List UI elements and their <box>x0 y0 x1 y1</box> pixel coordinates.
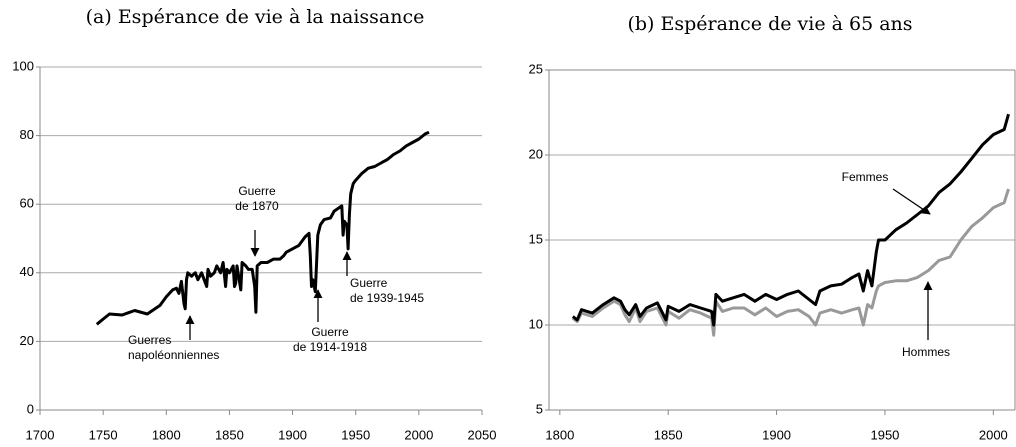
x-tick-label: 1800 <box>545 427 574 442</box>
y-tick-label: 40 <box>20 264 34 279</box>
chart-title: (b) Espérance de vie à 65 ans <box>627 13 912 35</box>
y-tick-label: 100 <box>12 58 34 73</box>
y-tick-label: 60 <box>20 196 34 211</box>
x-tick-label: 2050 <box>468 427 497 442</box>
data-line <box>571 113 1010 327</box>
x-tick-label: 1700 <box>26 427 55 442</box>
x-tick-label: 1750 <box>89 427 118 442</box>
y-tick-label: 20 <box>20 333 34 348</box>
annotation: de 1914-1918 <box>293 340 367 354</box>
annotation: Guerre <box>311 325 349 339</box>
y-tick-label: 20 <box>529 146 543 161</box>
y-tick-label: 25 <box>529 61 543 76</box>
x-tick-label: 2000 <box>979 427 1008 442</box>
annotation: napoléonniennes <box>128 348 219 362</box>
y-tick-label: 10 <box>529 316 543 331</box>
x-tick-label: 1900 <box>278 427 307 442</box>
annotation: Guerre <box>238 184 276 198</box>
annotation: de 1870 <box>235 199 279 213</box>
y-tick-label: 80 <box>20 127 34 142</box>
chart-title: (a) Espérance de vie à la naissance <box>86 6 425 28</box>
data-line <box>571 188 1010 337</box>
x-tick-label: 1850 <box>215 427 244 442</box>
y-tick-label: 15 <box>529 231 543 246</box>
annotation: Guerres <box>128 333 171 347</box>
x-tick-label: 1950 <box>870 427 899 442</box>
y-tick-label: 5 <box>536 401 543 416</box>
annotation: Guerre <box>350 276 388 290</box>
series-label: Hommes <box>902 345 950 359</box>
x-tick-label: 1950 <box>341 427 370 442</box>
y-tick-label: 0 <box>27 401 34 416</box>
x-tick-label: 2000 <box>404 427 433 442</box>
x-tick-label: 1900 <box>762 427 791 442</box>
annotation: de 1939-1945 <box>350 291 424 305</box>
x-tick-label: 1800 <box>152 427 181 442</box>
series-label: Femmes <box>842 170 889 184</box>
x-tick-label: 1850 <box>654 427 683 442</box>
series-arrow <box>892 188 931 215</box>
data-line <box>95 130 430 326</box>
